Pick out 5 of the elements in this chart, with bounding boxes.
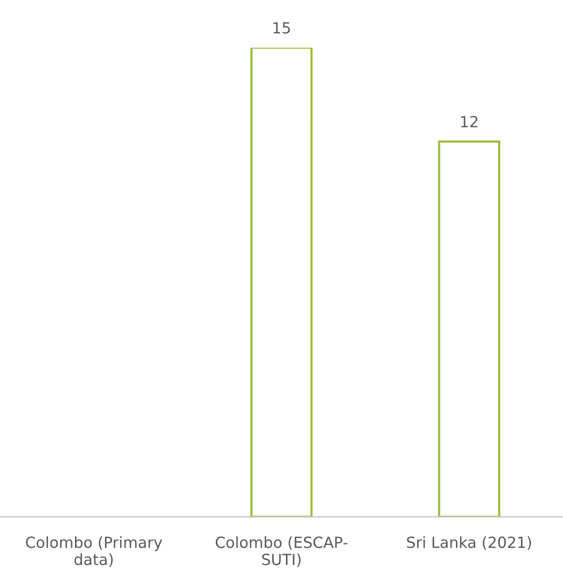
data-label: 15 [273,22,290,34]
data-label: 12 [461,116,478,128]
x-tick-label: Colombo (ESCAP-SUTI) [216,536,348,567]
x-tick-label: Colombo (Primary data) [26,536,162,567]
x-tick-label: Sri Lanka (2021) [407,536,531,550]
